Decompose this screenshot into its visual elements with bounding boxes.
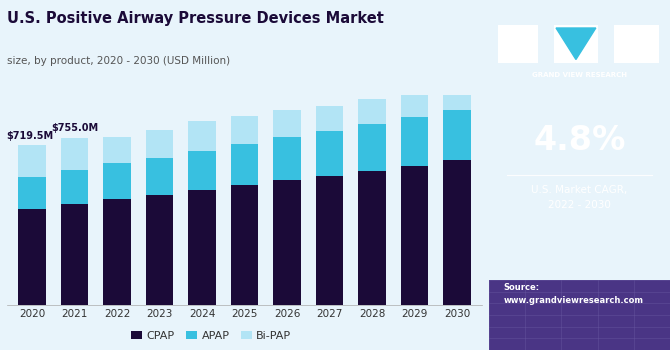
Bar bbox=[273, 180, 301, 304]
Bar bbox=[103, 163, 131, 199]
Bar bbox=[401, 117, 428, 166]
Bar bbox=[61, 138, 88, 170]
Bar bbox=[443, 160, 471, 304]
Bar bbox=[188, 150, 216, 190]
Bar bbox=[230, 144, 259, 185]
Bar bbox=[146, 195, 174, 304]
Bar bbox=[401, 94, 428, 117]
Text: $755.0M: $755.0M bbox=[51, 123, 98, 133]
FancyBboxPatch shape bbox=[614, 25, 659, 63]
Text: $719.5M: $719.5M bbox=[7, 131, 54, 141]
FancyBboxPatch shape bbox=[489, 280, 670, 350]
Text: GRAND VIEW RESEARCH: GRAND VIEW RESEARCH bbox=[532, 72, 627, 78]
Text: 4.8%: 4.8% bbox=[533, 124, 626, 156]
Bar bbox=[401, 166, 428, 304]
Bar bbox=[358, 124, 386, 171]
Bar bbox=[18, 209, 46, 304]
Bar bbox=[273, 110, 301, 137]
Bar bbox=[188, 190, 216, 304]
Bar bbox=[358, 171, 386, 304]
Text: Source:
www.grandviewresearch.com: Source: www.grandviewresearch.com bbox=[504, 284, 644, 305]
Text: U.S. Market CAGR,
2022 - 2030: U.S. Market CAGR, 2022 - 2030 bbox=[531, 186, 628, 210]
FancyBboxPatch shape bbox=[498, 25, 538, 63]
Text: U.S. Positive Airway Pressure Devices Market: U.S. Positive Airway Pressure Devices Ma… bbox=[7, 10, 383, 26]
Text: size, by product, 2020 - 2030 (USD Million): size, by product, 2020 - 2030 (USD Milli… bbox=[7, 56, 230, 66]
Bar bbox=[18, 146, 46, 177]
Bar bbox=[146, 130, 174, 158]
Bar bbox=[146, 158, 174, 195]
Bar bbox=[61, 170, 88, 204]
FancyBboxPatch shape bbox=[554, 25, 598, 63]
Legend: CPAP, APAP, Bi-PAP: CPAP, APAP, Bi-PAP bbox=[127, 326, 295, 345]
Bar bbox=[443, 88, 471, 110]
Bar bbox=[18, 177, 46, 209]
Polygon shape bbox=[556, 28, 596, 60]
Bar bbox=[230, 185, 259, 304]
Bar bbox=[230, 116, 259, 144]
Bar bbox=[316, 131, 343, 176]
Bar bbox=[443, 110, 471, 160]
Bar bbox=[103, 199, 131, 304]
Bar bbox=[273, 137, 301, 180]
Bar bbox=[316, 176, 343, 304]
Bar bbox=[103, 136, 131, 163]
Bar bbox=[316, 106, 343, 131]
Bar bbox=[61, 204, 88, 304]
Bar bbox=[358, 99, 386, 124]
Bar bbox=[188, 121, 216, 150]
